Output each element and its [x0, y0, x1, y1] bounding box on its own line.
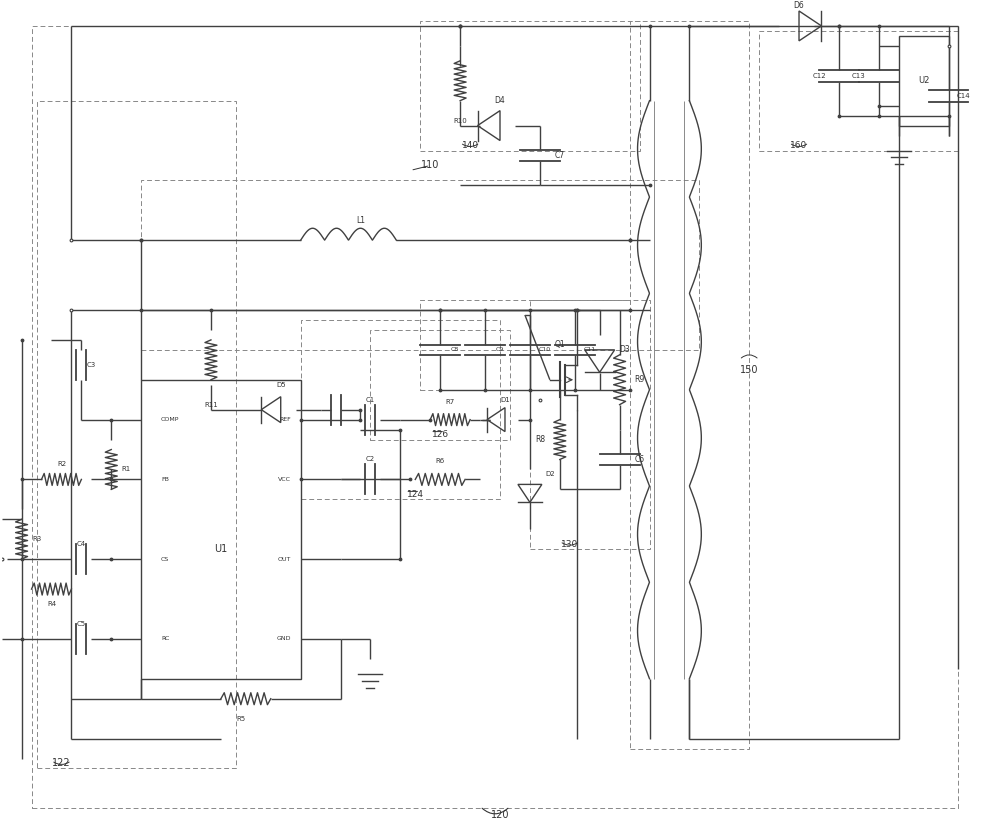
Text: GND: GND [276, 636, 291, 641]
Text: 140: 140 [462, 141, 479, 150]
Text: C13: C13 [852, 73, 866, 79]
Bar [420, 21, 640, 150]
Text: C3: C3 [87, 362, 96, 368]
Text: C10: C10 [539, 347, 551, 352]
Text: R8: R8 [535, 435, 545, 444]
Text: D5: D5 [276, 382, 286, 388]
Text: 126: 126 [432, 430, 449, 439]
Text: R5: R5 [236, 716, 245, 722]
Bar [899, 36, 949, 126]
Text: 122: 122 [52, 759, 71, 768]
Text: 160: 160 [790, 141, 808, 150]
Text: U1: U1 [214, 544, 228, 554]
Text: D2: D2 [545, 471, 555, 478]
Bar [301, 320, 500, 499]
Text: RC: RC [161, 636, 169, 641]
Text: C11: C11 [584, 347, 596, 352]
Text: R10: R10 [453, 117, 467, 124]
Text: 130: 130 [561, 539, 578, 548]
Text: VCC: VCC [278, 477, 291, 482]
Bar [370, 330, 510, 439]
Text: C12: C12 [812, 73, 826, 79]
Text: L1: L1 [356, 216, 365, 225]
Bar [630, 21, 749, 749]
Text: FB: FB [161, 477, 169, 482]
Text: CS: CS [161, 557, 169, 562]
Text: D4: D4 [495, 96, 505, 105]
Text: COMP: COMP [161, 417, 179, 422]
Text: OUT: OUT [277, 557, 291, 562]
Bar [141, 181, 699, 350]
Text: R1: R1 [122, 466, 131, 472]
Text: C1: C1 [366, 397, 375, 402]
Bar [759, 31, 958, 150]
Text: C9: C9 [496, 347, 504, 352]
Text: R6: R6 [436, 458, 445, 465]
Text: Q1: Q1 [554, 341, 565, 350]
Text: D1: D1 [500, 397, 510, 402]
Text: R7: R7 [446, 399, 455, 405]
Bar [141, 380, 301, 679]
Text: C4: C4 [77, 541, 86, 548]
Text: C6: C6 [634, 455, 645, 464]
Bar [530, 300, 650, 549]
Text: 150: 150 [740, 365, 758, 374]
Bar [420, 300, 630, 390]
Text: D3: D3 [619, 346, 630, 355]
Text: U2: U2 [918, 76, 929, 85]
Text: C2: C2 [366, 456, 375, 462]
Text: C8: C8 [451, 347, 459, 352]
Text: 110: 110 [421, 160, 439, 171]
Text: R3: R3 [32, 536, 41, 542]
Text: REF: REF [279, 417, 291, 422]
Text: R2: R2 [57, 461, 66, 467]
Text: R4: R4 [47, 601, 56, 607]
Text: 120: 120 [491, 810, 509, 820]
Text: R11: R11 [204, 401, 218, 408]
Text: D6: D6 [794, 2, 804, 11]
Text: 124: 124 [407, 490, 424, 499]
Text: C14: C14 [957, 93, 970, 99]
Text: R9: R9 [634, 375, 645, 384]
Text: C5: C5 [77, 621, 86, 627]
Bar [37, 101, 236, 768]
Text: C7: C7 [555, 151, 565, 160]
